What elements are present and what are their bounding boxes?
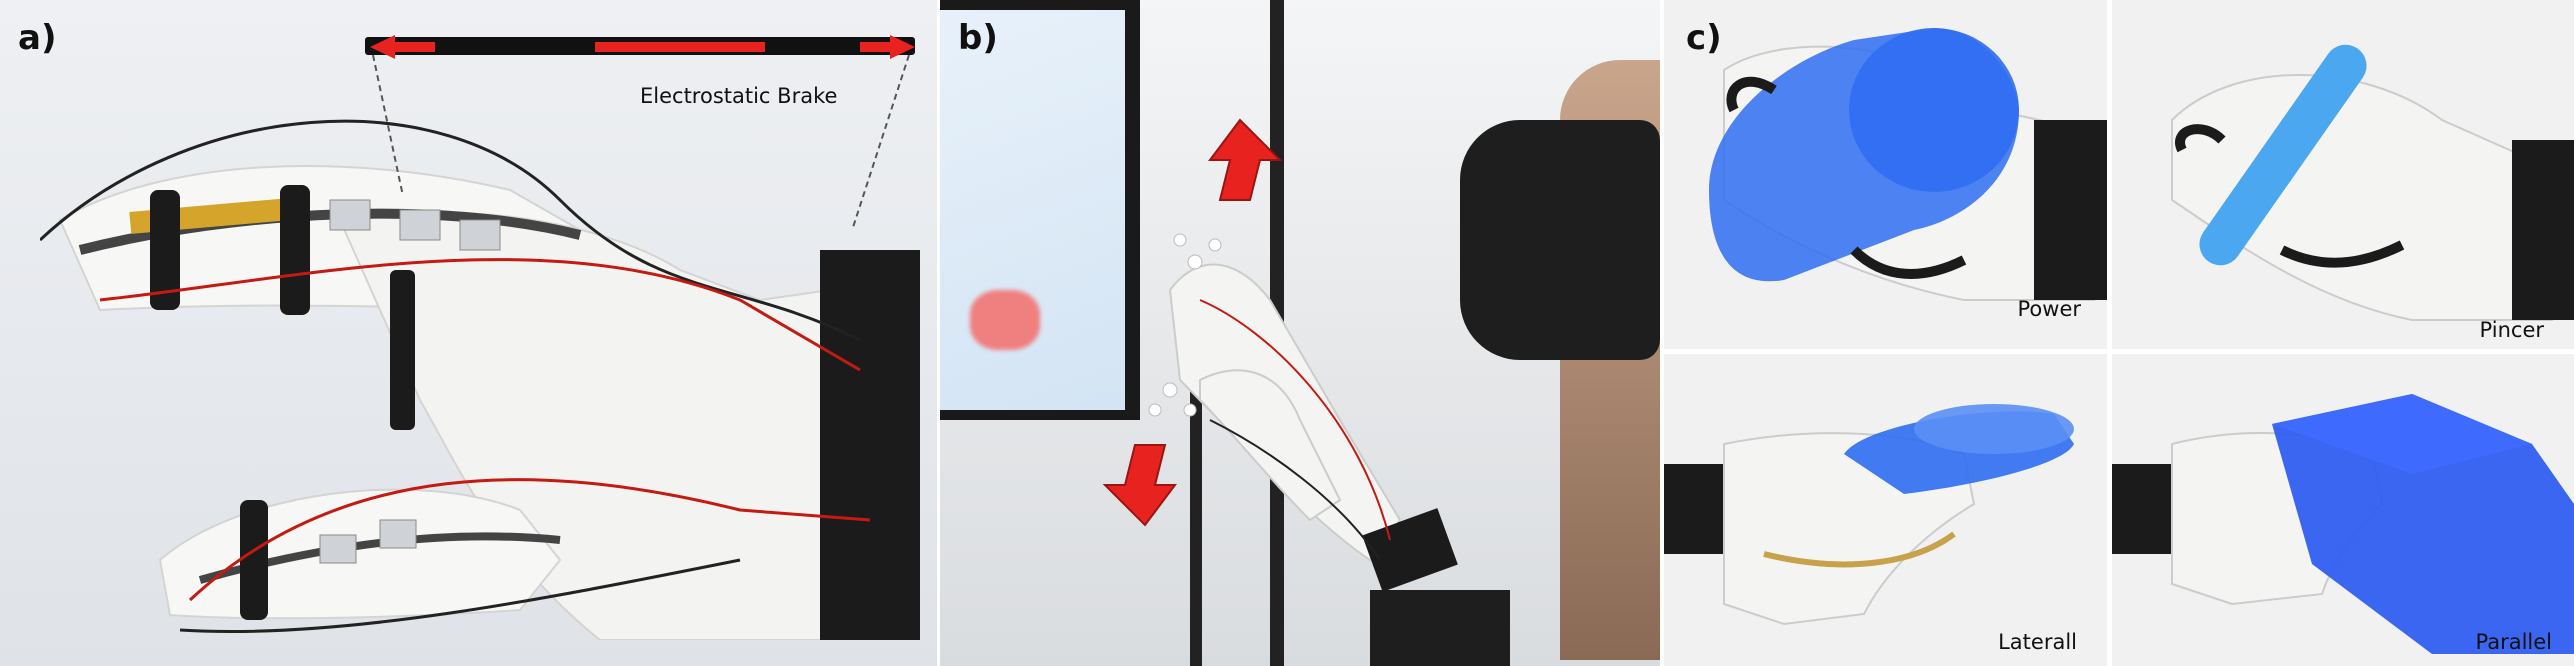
parallel-grasp-photo — [2112, 394, 2574, 654]
panel-label-b: b) — [958, 18, 998, 58]
panel-c: Power Pincer Laterall — [1664, 0, 2574, 666]
vr-headset — [1460, 120, 1660, 360]
brake-caption: Electrostatic Brake — [640, 84, 838, 108]
grasp-parallel: Parallel — [2112, 354, 2574, 666]
brake-friction-indicator — [595, 42, 765, 52]
arrow-down-icon — [1102, 444, 1177, 527]
monitor — [940, 0, 1140, 420]
pincer-grasp-photo — [2171, 44, 2574, 321]
grasp-label: Power — [2017, 297, 2082, 321]
virtual-object-blob — [970, 290, 1040, 350]
grasp-label: Pincer — [2479, 318, 2544, 342]
panel-a: a) Electrostatic Brake — [0, 0, 937, 666]
grasp-label: Laterall — [1998, 630, 2077, 654]
grasp-power: Power — [1664, 0, 2107, 349]
monitor-screen — [940, 10, 1125, 410]
panel-label-c: c) — [1686, 18, 1722, 58]
stand-pole-2 — [1190, 380, 1202, 666]
haptic-glove-photo — [40, 119, 920, 640]
brake-arrows — [370, 35, 915, 59]
panel-label-a: a) — [18, 18, 57, 58]
power-grasp-photo — [1709, 28, 2107, 301]
grasp-lateral: Laterall — [1664, 354, 2107, 666]
right-arrow-icon — [860, 35, 915, 59]
grasp-label: Parallel — [2475, 630, 2552, 654]
lateral-grasp-photo — [1664, 404, 2074, 626]
left-arrow-icon — [370, 35, 435, 59]
glove-with-markers — [1102, 118, 1510, 666]
panel-b: b) — [940, 0, 1660, 666]
grasp-pincer: Pincer — [2112, 0, 2574, 349]
arrow-up-icon — [1208, 118, 1283, 201]
